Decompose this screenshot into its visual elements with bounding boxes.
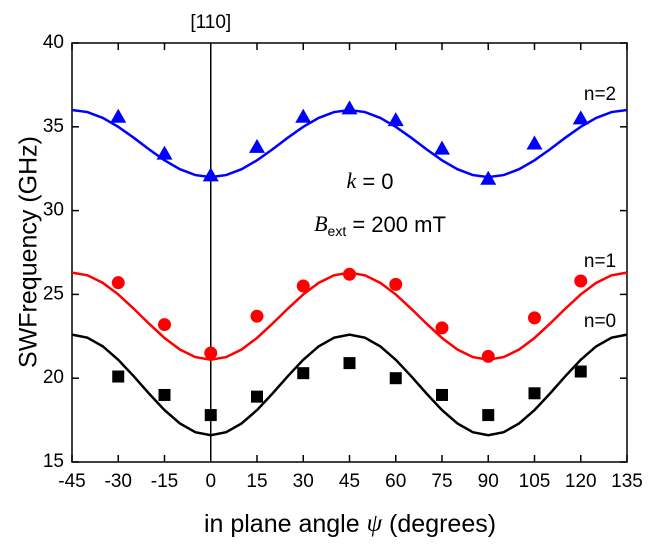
- y-tick-label: 40: [43, 32, 64, 53]
- data-point: [110, 108, 127, 123]
- y-axis-label: SWFrequency (GHz): [15, 136, 43, 368]
- series-label: n=1: [584, 251, 616, 272]
- x-tick-label: 45: [339, 471, 360, 492]
- data-point: [482, 409, 495, 422]
- data-point: [249, 138, 265, 153]
- y-tick-label: 30: [43, 200, 64, 221]
- data-point: [343, 357, 356, 370]
- series-label: n=0: [584, 311, 616, 332]
- y-tick-label: 15: [43, 451, 64, 472]
- data-point: [204, 409, 217, 422]
- data-point: [434, 140, 450, 155]
- x-tick-label: 0: [205, 471, 216, 492]
- x-tick-label: 90: [478, 471, 499, 492]
- annotation-symbol: k: [346, 168, 357, 193]
- data-point: [526, 135, 543, 150]
- data-point: [480, 170, 497, 185]
- data-point: [341, 100, 358, 115]
- data-point: [343, 267, 356, 281]
- data-point: [158, 318, 171, 332]
- x-tick-label: 105: [519, 471, 551, 492]
- data-point: [156, 145, 173, 160]
- annotation: Bext = 200 mT: [314, 211, 446, 239]
- y-tick-label: 25: [43, 283, 64, 304]
- data-point: [389, 372, 402, 385]
- x-label-text: in plane angle: [204, 510, 367, 538]
- x-tick-label: 75: [431, 471, 452, 492]
- x-label-symbol: ψ: [367, 510, 383, 537]
- fit-curve: [71, 333, 628, 437]
- annotation-symbol: B: [314, 211, 327, 236]
- data-point: [251, 390, 263, 403]
- y-tick-label: 35: [43, 116, 64, 137]
- data-point: [202, 167, 219, 182]
- fit-curve: [71, 108, 628, 179]
- data-point: [296, 279, 310, 293]
- data-point: [574, 274, 588, 288]
- annotation: k = 0: [346, 168, 393, 194]
- x-tick-label: 30: [293, 471, 314, 492]
- data-point: [574, 365, 587, 378]
- data-point: [436, 388, 448, 401]
- fit-curve: [71, 271, 628, 362]
- data-point: [387, 112, 404, 127]
- data-point: [204, 346, 218, 360]
- annotation-subscript: ext: [328, 223, 347, 239]
- x-tick-label: 135: [611, 471, 643, 492]
- data-point: [297, 367, 310, 380]
- data-point: [435, 321, 449, 335]
- data-point: [528, 311, 541, 325]
- x-tick-label: 15: [246, 471, 267, 492]
- data-point: [481, 349, 495, 363]
- data-point: [158, 388, 171, 401]
- annotation-text: = 200 mT: [346, 212, 446, 237]
- data-point: [112, 370, 125, 383]
- data-point: [295, 108, 312, 123]
- data-point: [389, 277, 403, 291]
- data-point: [111, 276, 125, 290]
- x-tick-label: 120: [565, 471, 597, 492]
- x-tick-label: -45: [58, 471, 85, 492]
- data-point: [250, 309, 264, 323]
- series-label: n=2: [584, 84, 616, 105]
- x-tick-label: 60: [385, 471, 406, 492]
- data-point: [528, 387, 541, 400]
- x-tick-label: -30: [105, 471, 132, 492]
- reference-label: [110]: [190, 12, 231, 33]
- x-axis-label: in plane angle ψ (degrees): [204, 510, 496, 538]
- annotation-text: = 0: [356, 169, 393, 194]
- y-tick-label: 20: [43, 367, 64, 388]
- x-label-text: (degrees): [382, 510, 496, 538]
- data-point: [572, 110, 589, 125]
- x-tick-label: -15: [151, 471, 178, 492]
